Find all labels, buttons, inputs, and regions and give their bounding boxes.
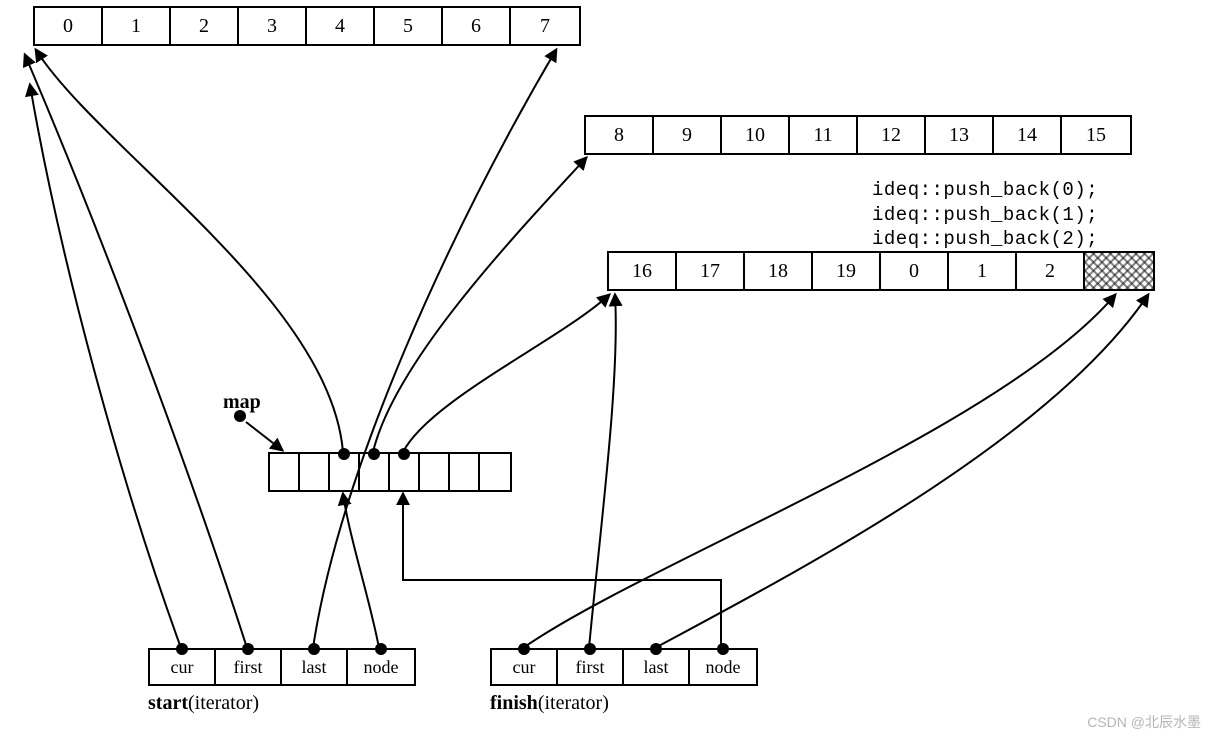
cell: 10 <box>722 117 790 153</box>
cell: 17 <box>677 253 745 289</box>
cell: 15 <box>1062 117 1130 153</box>
arrow-start-node-to-map0 <box>343 494 379 648</box>
code-line: ideq::push_back(1); <box>872 203 1098 228</box>
cell: 16 <box>609 253 677 289</box>
watermark: CSDN @北辰水墨 <box>1087 712 1201 732</box>
iterator-dot <box>242 643 254 655</box>
arrow-finish-last-to-buf2end <box>655 295 1148 648</box>
start-iterator: curfirstlastnode <box>148 648 416 686</box>
map-label-dot <box>234 410 246 422</box>
iterator-field-first: first <box>216 650 282 684</box>
cell: 3 <box>239 8 307 44</box>
arrow-start-last-to-7end <box>313 50 556 648</box>
finish-iterator: curfirstlastnode <box>490 648 758 686</box>
cell: 18 <box>745 253 813 289</box>
cell: 0 <box>35 8 103 44</box>
buffer-0: 01234567 <box>33 6 581 46</box>
map-cell <box>300 454 330 490</box>
map-cell <box>450 454 480 490</box>
cell: 13 <box>926 117 994 153</box>
iterator-field-last: last <box>282 650 348 684</box>
map-pointer-dot <box>338 448 350 460</box>
cell: 12 <box>858 117 926 153</box>
cell: 1 <box>103 8 171 44</box>
code-line: ideq::push_back(2); <box>872 227 1098 252</box>
cell: 5 <box>375 8 443 44</box>
cell: 6 <box>443 8 511 44</box>
iterator-dot <box>308 643 320 655</box>
iterator-field-last: last <box>624 650 690 684</box>
code-block: ideq::push_back(0);ideq::push_back(1);id… <box>872 178 1098 252</box>
iterator-field-node: node <box>348 650 414 684</box>
cell: 0 <box>881 253 949 289</box>
arrow-start-first-to-0 <box>25 55 247 648</box>
iterator-field-first: first <box>558 650 624 684</box>
map-cell <box>390 454 420 490</box>
map-cell <box>480 454 510 490</box>
cell: 19 <box>813 253 881 289</box>
map-cell <box>420 454 450 490</box>
map-cell <box>360 454 390 490</box>
arrow-map-label-to-map <box>246 422 282 450</box>
cell: 2 <box>171 8 239 44</box>
map-pointer-dot <box>398 448 410 460</box>
iterator-field-node: node <box>690 650 756 684</box>
start-iterator-label: start(iterator) <box>148 692 259 715</box>
cell: 11 <box>790 117 858 153</box>
iterator-dot <box>375 643 387 655</box>
cell: 4 <box>307 8 375 44</box>
arrow-map2-to-buf2 <box>403 295 609 452</box>
iterator-dot <box>518 643 530 655</box>
iterator-dot <box>176 643 188 655</box>
arrow-finish-node-to-map2 <box>403 494 721 648</box>
arrow-finish-first-to-buf2-0 <box>589 295 616 648</box>
arrow-finish-cur-to-buf2last <box>523 295 1115 648</box>
buffer-2: 16171819012 <box>607 251 1155 291</box>
cell: 7 <box>511 8 579 44</box>
cell <box>1085 253 1153 289</box>
iterator-field-cur: cur <box>492 650 558 684</box>
iterator-dot <box>717 643 729 655</box>
arrows-layer <box>0 0 1211 738</box>
arrow-start-cur-to-0 <box>30 85 181 648</box>
cell: 2 <box>1017 253 1085 289</box>
cell: 1 <box>949 253 1017 289</box>
cell: 8 <box>586 117 654 153</box>
cell: 14 <box>994 117 1062 153</box>
finish-iterator-label: finish(iterator) <box>490 692 609 715</box>
map-cell <box>270 454 300 490</box>
iterator-dot <box>650 643 662 655</box>
cell: 9 <box>654 117 722 153</box>
map-pointer-dot <box>368 448 380 460</box>
iterator-field-cur: cur <box>150 650 216 684</box>
code-line: ideq::push_back(0); <box>872 178 1098 203</box>
map-cell <box>330 454 360 490</box>
arrow-map1-to-buf1 <box>373 158 586 452</box>
buffer-1: 89101112131415 <box>584 115 1132 155</box>
arrow-map0-to-buf0 <box>36 50 343 452</box>
iterator-dot <box>584 643 596 655</box>
map-array <box>268 452 512 492</box>
